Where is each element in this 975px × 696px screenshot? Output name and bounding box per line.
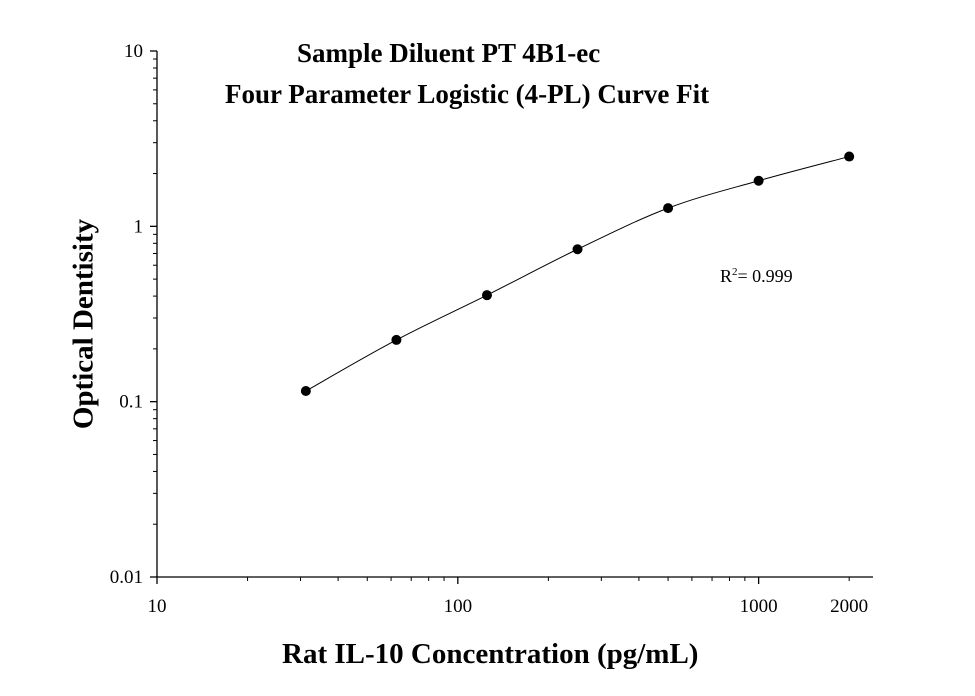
axes [156,51,873,578]
x-axis-label: Rat IL-10 Concentration (pg/mL) [282,638,699,670]
data-point [391,334,402,345]
data-point [572,244,583,255]
y-tick-label: 10 [124,41,143,62]
data-point [300,386,311,397]
data-point [753,175,764,186]
r2-prefix: R [720,266,733,286]
y-axis-label: Optical Dentisity [67,218,100,430]
chart-subtitle: Four Parameter Logistic (4-PL) Curve Fit [225,79,710,109]
x-tick-label: 100 [444,596,473,617]
r2-superscript: 2 [732,266,738,278]
r-squared-annotation: R2= 0.999 [720,266,793,287]
r2-value: = 0.999 [737,266,793,286]
data-point [481,290,492,301]
chart-title: Sample Diluent PT 4B1-ec [297,38,601,68]
data-points [300,151,855,397]
x-tick-label: 10 [148,596,167,617]
y-tick-label: 0.1 [119,392,143,413]
y-tick-label: 0.01 [110,567,143,588]
data-point [844,151,855,162]
ticks [150,50,850,584]
data-point [663,203,674,214]
tick-labels: 0.01 0.1 1 10 10 100 1000 2000 [110,41,868,617]
x-tick-label: 1000 [740,596,778,617]
x-tick-label: 2000 [830,596,868,617]
y-tick-label: 1 [134,216,144,237]
